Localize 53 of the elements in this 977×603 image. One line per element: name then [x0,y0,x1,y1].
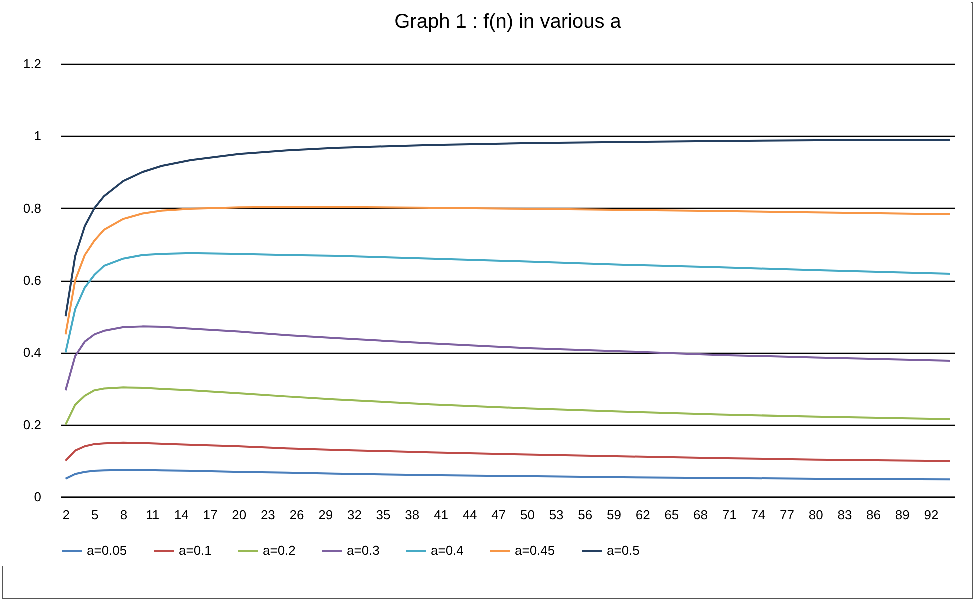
x-tick-label: 5 [92,508,99,522]
x-tick-label: 56 [578,508,593,522]
x-tick-label: 29 [318,508,334,522]
y-tick-label: 0 [34,490,42,504]
x-tick-label: 14 [174,508,189,522]
x-tick-label: 74 [751,508,766,522]
x-tick-label: 32 [347,508,362,522]
x-tick-label: 44 [462,508,478,522]
x-tick-label: 23 [260,508,276,522]
x-tick-label: 71 [722,508,737,522]
x-tick-label: 50 [520,508,535,522]
x-tick-label: 59 [607,508,622,522]
legend-label: a=0.45 [515,543,556,558]
legend-label: a=0.4 [431,543,464,558]
y-tick-label: 0.6 [23,273,42,288]
x-tick-label: 65 [664,508,680,522]
legend-label: a=0.1 [179,543,212,558]
x-tick-label: 68 [694,508,708,522]
legend-label: a=0.05 [87,543,128,558]
legend-label: a=0.3 [347,543,380,558]
x-tick-label: 83 [838,508,852,522]
y-tick-label: 1 [34,128,42,144]
x-tick-label: 92 [924,508,939,522]
y-tick-label: 0.8 [23,200,42,216]
legend-label: a=0.5 [607,543,640,558]
line-series [64,139,952,318]
x-tick-label: 35 [376,508,391,522]
x-tick-label: 89 [895,508,910,522]
line-series [64,206,952,336]
line-series [64,442,952,462]
x-tick-label: 53 [549,508,564,522]
x-tick-label: 17 [203,508,218,522]
line-series [64,252,952,354]
chart-title: Graph 1 : f(n) in various a [394,11,622,33]
line-series [64,326,952,392]
x-tick-label: 11 [146,508,160,522]
y-tick-label: 1.2 [23,56,42,72]
x-tick-label: 8 [120,508,128,522]
x-tick-label: 80 [808,508,824,522]
x-tick-label: 62 [636,508,650,522]
y-tick-label: 0.4 [23,345,42,360]
x-tick-label: 20 [232,508,247,522]
legend-label: a=0.2 [263,543,296,558]
y-tick-label: 0.2 [23,417,42,432]
x-tick-label: 2 [62,508,70,522]
x-tick-label: 77 [780,508,795,522]
x-tick-label: 47 [492,508,506,522]
x-tick-label: 86 [866,508,882,522]
line-series [64,469,952,481]
x-tick-label: 38 [405,508,420,522]
x-tick-label: 41 [434,508,448,522]
line-series [64,386,952,426]
x-tick-label: 26 [290,508,304,522]
